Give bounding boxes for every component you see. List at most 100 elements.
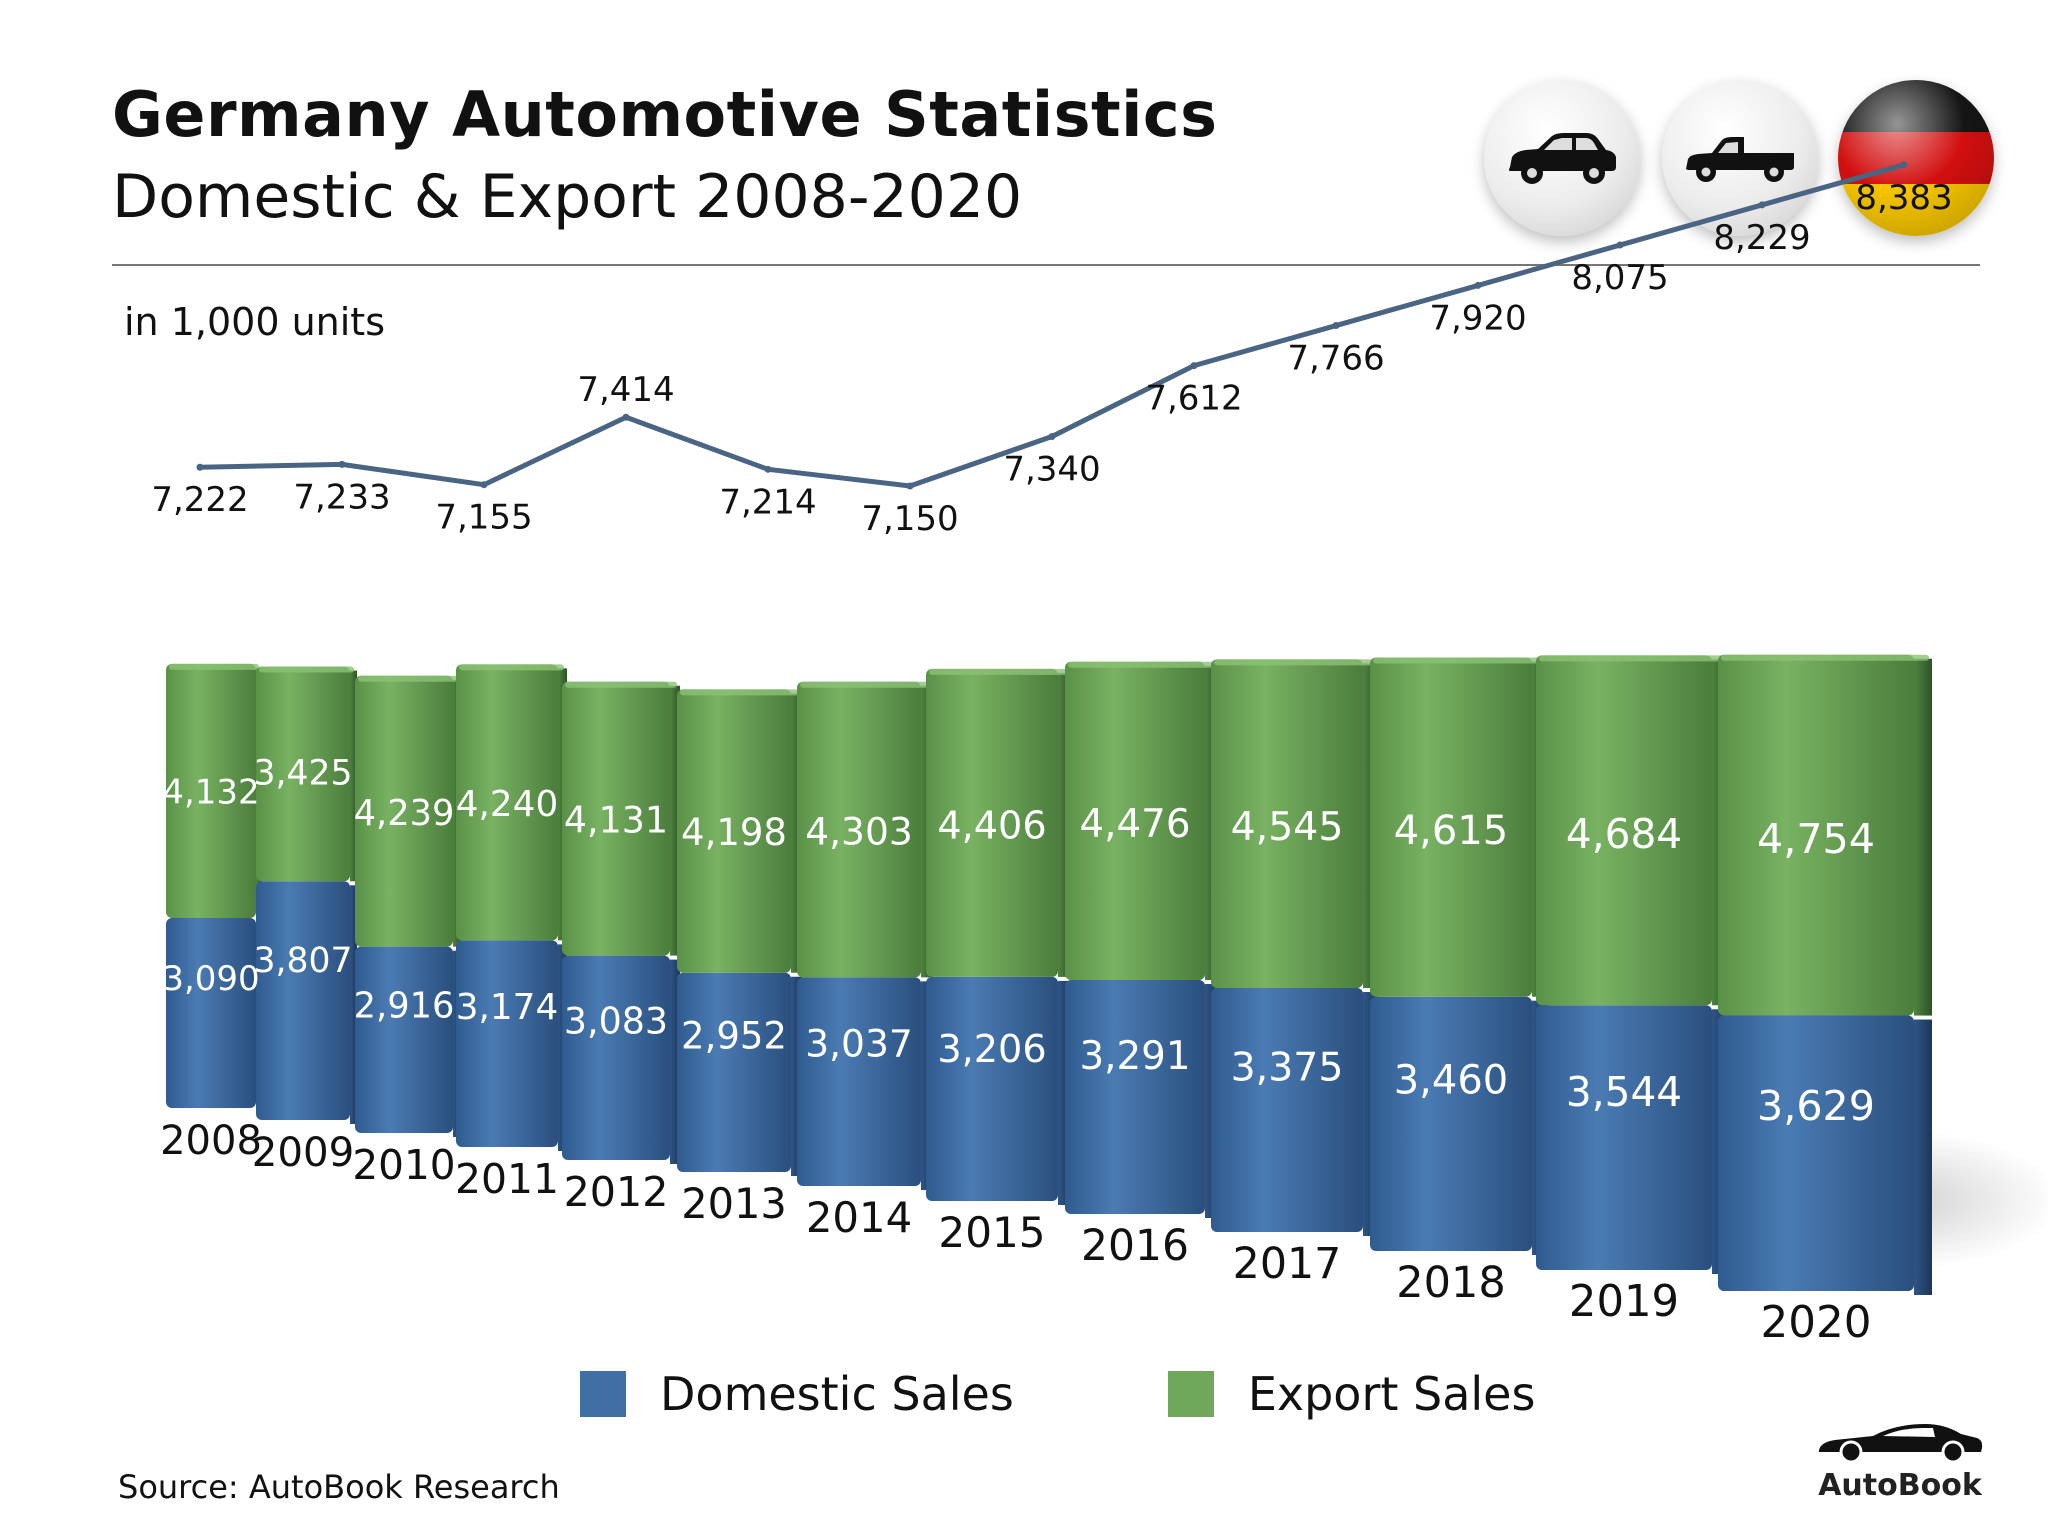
bar-side-export xyxy=(791,693,802,973)
bar-top-highlight xyxy=(459,664,564,671)
year-tick-label: 2010 xyxy=(352,1141,455,1189)
sports-car-icon xyxy=(1819,1424,1983,1464)
export-value-label: 4,303 xyxy=(805,809,913,853)
bar-side-export xyxy=(670,685,680,956)
export-value-label: 4,240 xyxy=(456,784,558,825)
bar-domestic xyxy=(797,977,921,1186)
bar-export xyxy=(797,681,921,978)
bar-export xyxy=(1370,657,1532,997)
year-tick-label: 2020 xyxy=(1761,1298,1872,1348)
legend-swatch-export xyxy=(1167,1371,1214,1417)
bar-domestic xyxy=(1065,980,1205,1214)
bar-top-highlight xyxy=(358,675,458,682)
bar-side-domestic xyxy=(1914,1019,1932,1295)
bar-top-highlight xyxy=(1539,655,1726,662)
domestic-value-label: 3,090 xyxy=(162,959,259,999)
total-value-label: 7,414 xyxy=(577,370,674,410)
domestic-value-label: 3,206 xyxy=(937,1028,1046,1072)
year-tick-label: 2013 xyxy=(681,1179,787,1228)
germany-flag-icon xyxy=(1838,80,1994,236)
stacked-bar-chart: 7,222 7,233 7,155 7,414 7,214 7,150 7,340 7,612… xyxy=(151,161,2048,1348)
totals-point xyxy=(1616,241,1624,249)
domestic-value-label: 3,083 xyxy=(564,999,668,1042)
totals-point xyxy=(1900,161,1908,169)
export-value-label: 4,476 xyxy=(1079,802,1190,847)
bar-top-highlight xyxy=(1214,659,1375,666)
legend-label-domestic: Domestic Sales xyxy=(660,1367,1014,1421)
bar-domestic xyxy=(1370,996,1532,1251)
export-value-label: 4,132 xyxy=(162,773,259,813)
bar-top-highlight xyxy=(800,681,930,688)
bar-export xyxy=(1536,655,1712,1006)
domestic-value-label: 3,375 xyxy=(1231,1045,1344,1091)
bar-domestic xyxy=(1211,987,1363,1232)
year-tick-label: 2018 xyxy=(1396,1258,1505,1308)
export-value-label: 4,615 xyxy=(1394,808,1509,854)
domestic-value-label: 3,629 xyxy=(1757,1082,1875,1130)
domestic-value-label: 2,952 xyxy=(681,1014,787,1057)
totals-point xyxy=(338,460,346,468)
bar-top-highlight xyxy=(929,668,1068,675)
export-value-label: 4,198 xyxy=(681,811,787,854)
brand-logo: AutoBook xyxy=(1800,1418,2000,1503)
total-value-label: 7,920 xyxy=(1429,298,1526,338)
totals-point xyxy=(764,465,772,473)
bar-side-domestic xyxy=(350,885,357,1124)
year-tick-label: 2012 xyxy=(564,1168,669,1216)
export-value-label: 3,425 xyxy=(254,754,353,794)
total-value-label: 7,222 xyxy=(151,480,248,520)
total-value-label: 7,766 xyxy=(1287,339,1384,379)
total-value-label: 7,340 xyxy=(1003,450,1100,490)
totals-point xyxy=(906,482,914,490)
legend-label-export: Export Sales xyxy=(1247,1367,1536,1421)
source-note: Source: AutoBook Research xyxy=(118,1468,560,1506)
totals-point xyxy=(1474,281,1482,289)
bar-top-highlight xyxy=(565,681,677,688)
bar-side-domestic xyxy=(791,976,802,1176)
totals-point xyxy=(1332,322,1340,330)
domestic-value-label: 2,916 xyxy=(354,985,455,1026)
bar-export xyxy=(355,675,453,947)
total-value-label: 7,612 xyxy=(1145,379,1242,419)
legend-swatch-domestic xyxy=(580,1371,626,1417)
total-value-label: 7,155 xyxy=(435,498,532,538)
bar-top-highlight xyxy=(1068,661,1216,668)
bar-domestic xyxy=(926,976,1058,1201)
totals-point xyxy=(196,463,204,471)
domestic-value-label: 3,460 xyxy=(1394,1057,1509,1103)
total-value-label: 8,075 xyxy=(1571,258,1668,298)
bar-export xyxy=(166,663,256,918)
bar-domestic xyxy=(562,955,670,1160)
pickup-truck-icon xyxy=(1686,137,1794,182)
export-value-label: 4,406 xyxy=(937,804,1046,848)
bar-domestic xyxy=(1718,1015,1914,1291)
brand-name: AutoBook xyxy=(1818,1468,1982,1503)
bar-export xyxy=(1718,654,1914,1016)
bar-top-highlight xyxy=(1721,654,1929,661)
bar-domestic xyxy=(677,972,791,1172)
bar-export xyxy=(1211,659,1363,988)
year-tick-label: 2016 xyxy=(1081,1221,1189,1270)
year-tick-label: 2019 xyxy=(1569,1277,1679,1327)
bar-domestic xyxy=(256,881,350,1120)
bar-domestic xyxy=(166,917,256,1108)
totals-point xyxy=(622,413,630,421)
page-subtitle: Domestic & Export 2008-2020 xyxy=(112,162,1023,232)
car-icon xyxy=(1509,133,1616,184)
bar-top-highlight xyxy=(680,689,799,696)
totals-point xyxy=(480,481,488,489)
bar-export xyxy=(1065,661,1205,981)
year-tick-label: 2009 xyxy=(252,1129,355,1176)
bar-side-domestic xyxy=(670,959,680,1164)
bar-export xyxy=(256,666,350,882)
car-badge xyxy=(1484,80,1640,236)
totals-point xyxy=(1758,201,1766,209)
export-value-label: 4,131 xyxy=(564,798,668,841)
bar-top-highlight xyxy=(259,666,354,673)
bar-export xyxy=(926,668,1058,977)
legend: Domestic Sales Export Sales xyxy=(580,1364,1655,1424)
totals-point xyxy=(1048,433,1056,441)
bar-domestic xyxy=(355,946,453,1133)
domestic-value-label: 3,291 xyxy=(1079,1034,1190,1079)
year-tick-label: 2014 xyxy=(806,1193,912,1242)
